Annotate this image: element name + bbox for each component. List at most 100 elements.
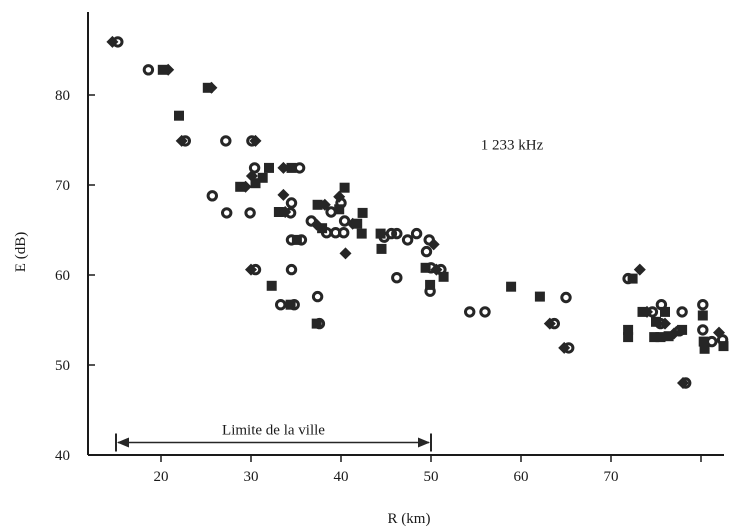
x-tick-label: 50 — [424, 469, 439, 485]
data-point-circle — [680, 377, 692, 389]
data-point-square — [627, 273, 638, 284]
data-point-square — [174, 110, 184, 121]
data-point-circle — [249, 263, 262, 276]
data-point-circle — [338, 227, 350, 239]
data-point-circle — [646, 306, 659, 318]
data-point-diamond — [249, 134, 262, 147]
data-point-square — [506, 281, 517, 292]
data-points — [106, 35, 729, 389]
data-point-circle — [464, 306, 476, 318]
data-point-square — [663, 331, 674, 342]
limit-arrowhead-left — [117, 437, 129, 448]
data-point-circle — [142, 64, 155, 76]
data-point-circle — [697, 324, 709, 336]
data-point-circle — [244, 207, 256, 219]
x-axis-title: R (km) — [388, 511, 431, 527]
data-point-circle — [313, 317, 326, 330]
data-point-square — [286, 162, 297, 173]
y-tick-label: 50 — [55, 358, 70, 374]
data-point-circle — [275, 299, 287, 311]
data-point-diamond — [659, 317, 671, 330]
data-point-circle — [220, 135, 232, 147]
data-point-circle — [112, 36, 124, 48]
data-point-square — [317, 223, 328, 234]
data-point-square — [697, 310, 708, 321]
data-point-circle — [311, 290, 324, 303]
x-tick-label: 40 — [334, 469, 349, 485]
frequency-label: 1 233 kHz — [481, 138, 544, 154]
data-point-diamond — [239, 180, 252, 193]
data-point-square — [376, 243, 387, 254]
x-tick-label: 30 — [244, 469, 259, 485]
data-point-circle — [560, 291, 572, 304]
data-point-diamond — [277, 161, 290, 174]
data-point-circle — [424, 285, 436, 297]
data-point-diamond — [427, 238, 440, 251]
data-point-circle — [338, 215, 351, 227]
data-point-diamond — [633, 263, 646, 276]
data-point-square — [250, 178, 261, 189]
y-tick-label: 70 — [55, 178, 70, 194]
data-point-circle — [563, 342, 575, 354]
data-point-circle — [179, 135, 192, 147]
data-point-square — [264, 162, 274, 173]
data-point-circle — [206, 190, 219, 202]
data-point-circle — [293, 162, 306, 174]
data-point-square — [660, 306, 670, 317]
data-point-square — [356, 228, 367, 239]
data-point-square — [534, 291, 545, 302]
limit-arrowhead-right — [418, 437, 430, 448]
data-point-circle — [401, 234, 414, 246]
x-tick-label: 70 — [604, 469, 619, 485]
data-point-circle — [410, 227, 423, 240]
data-point-circle — [295, 234, 308, 246]
data-point-circle — [391, 227, 403, 240]
data-point-diamond — [668, 327, 680, 340]
y-tick-label: 40 — [55, 448, 70, 464]
data-point-square — [312, 199, 323, 210]
data-point-diamond — [277, 188, 290, 201]
x-tick-label: 60 — [514, 469, 529, 485]
city-limit-label: Limite de la ville — [222, 423, 325, 439]
data-point-circle — [325, 206, 337, 218]
data-point-square — [425, 279, 436, 290]
data-point-circle — [284, 207, 297, 219]
data-point-circle — [676, 306, 688, 318]
x-axis: 20 30 40 50 60 70 — [88, 454, 724, 485]
data-point-diamond — [205, 81, 218, 94]
y-axis: 40 50 60 70 80 — [55, 12, 95, 464]
data-point-square — [718, 341, 729, 352]
data-point-circle — [420, 245, 433, 258]
data-point-square — [655, 332, 666, 343]
annotations: 1 233 kHz Limite de la ville — [115, 138, 544, 452]
data-point-square — [623, 332, 634, 343]
data-point-square — [257, 172, 268, 183]
data-point-square — [699, 343, 710, 354]
data-point-circle — [479, 306, 491, 318]
data-point-circle — [248, 162, 261, 174]
data-point-square — [273, 207, 284, 217]
data-point-square — [698, 336, 709, 347]
data-point-circle — [548, 317, 560, 330]
data-point-square — [438, 271, 449, 282]
data-point-square — [311, 318, 322, 329]
y-tick-label: 60 — [55, 268, 70, 284]
data-point-diamond — [162, 63, 175, 76]
data-point-circle — [221, 207, 233, 219]
data-point-square — [623, 324, 634, 335]
data-point-circle — [285, 197, 298, 209]
data-point-circle — [697, 299, 709, 311]
data-point-square — [339, 182, 350, 193]
data-point-circle — [391, 272, 403, 284]
x-tick-label: 20 — [154, 469, 169, 485]
data-point-square — [357, 207, 368, 218]
data-point-square — [266, 280, 277, 291]
data-point-square — [334, 204, 345, 215]
data-point-square — [649, 332, 660, 343]
data-point-circle — [288, 299, 300, 311]
y-tick-label: 80 — [55, 88, 70, 104]
data-point-diamond — [339, 247, 352, 260]
data-point-circle — [385, 227, 398, 240]
data-point-square — [352, 218, 363, 229]
